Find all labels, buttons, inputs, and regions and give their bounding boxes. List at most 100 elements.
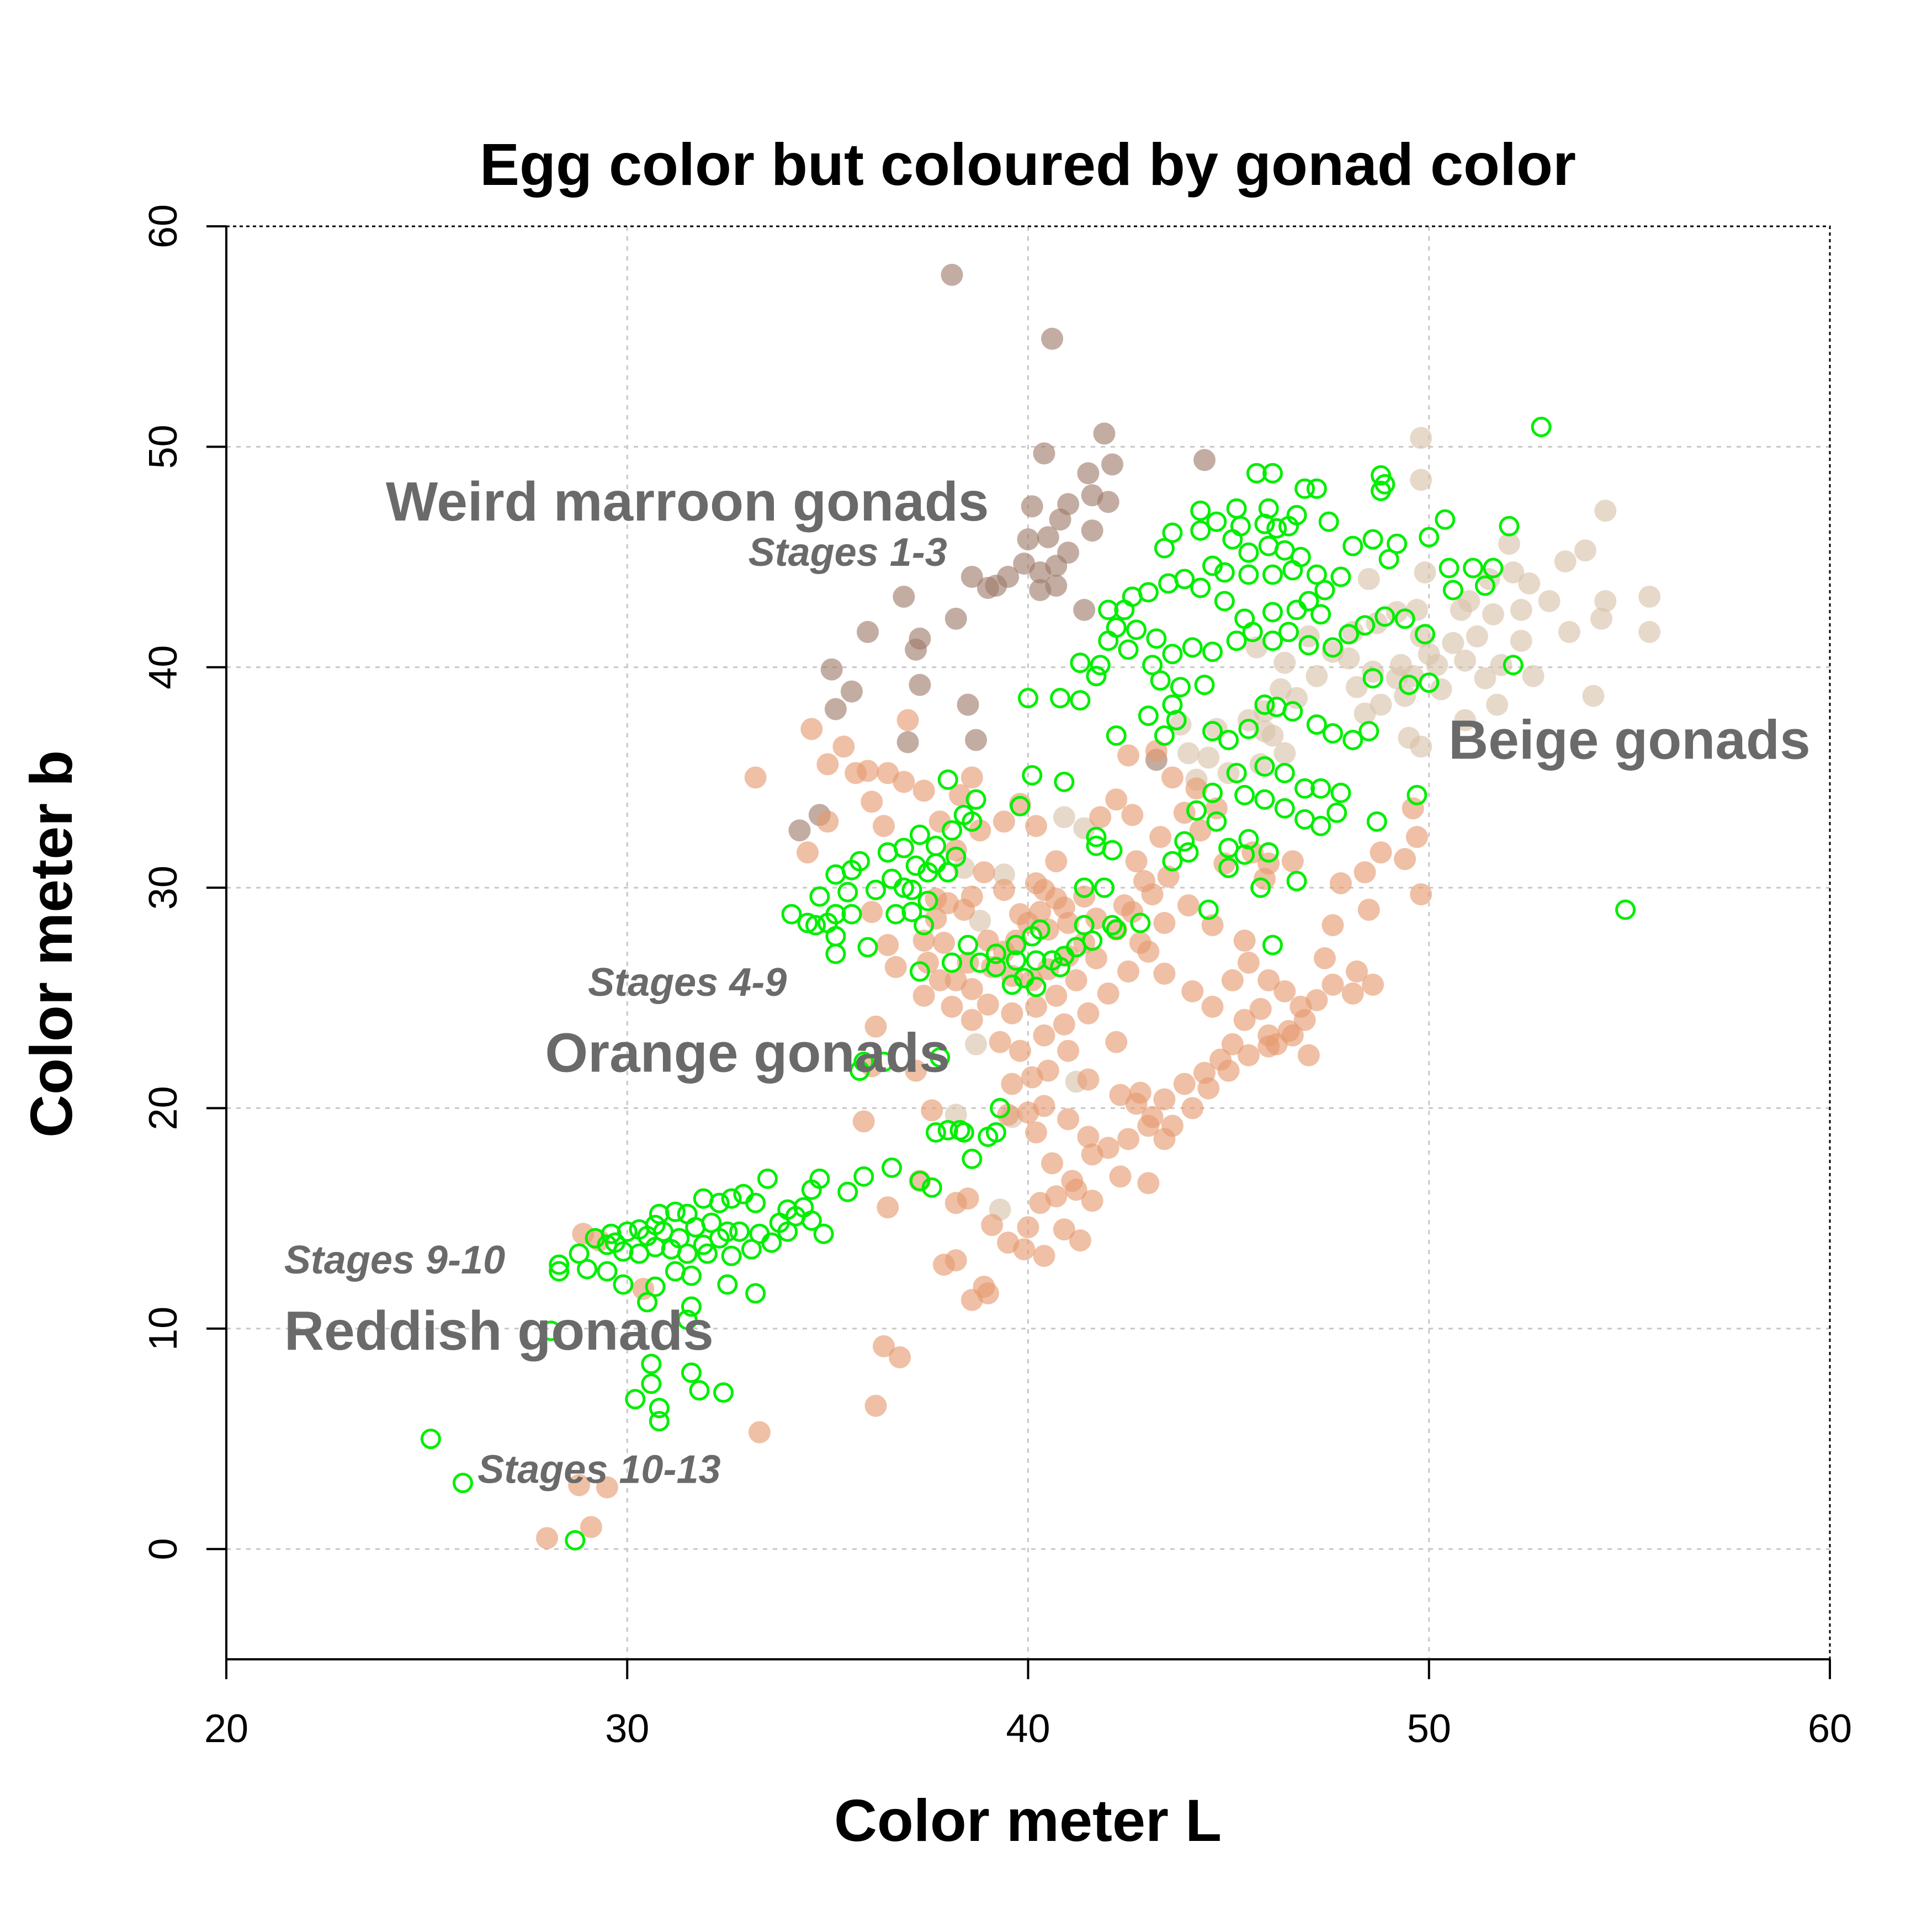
point-green_outline-210 (853, 1166, 874, 1187)
point-orange-157 (1109, 1084, 1132, 1106)
point-beige-53 (1398, 726, 1420, 749)
point-beige-32 (1430, 678, 1452, 700)
point-green_outline-193 (901, 901, 922, 922)
point-green_outline-47 (1262, 630, 1283, 651)
point-beige-21 (1442, 631, 1464, 654)
point-orange-172 (1109, 1165, 1132, 1188)
point-orange-91 (1177, 894, 1199, 917)
point-orange-4 (912, 779, 935, 802)
point-green_outline-252 (641, 1373, 662, 1394)
point-orange-203 (568, 1474, 591, 1496)
point-green_outline-158 (809, 886, 830, 907)
point-green_outline-237 (645, 1276, 666, 1297)
point-green_outline-204 (953, 1122, 974, 1143)
point-beige-73 (969, 910, 991, 932)
point-green_outline-191 (942, 952, 963, 973)
point-orange-79 (1185, 777, 1208, 800)
point-orange-27 (1057, 912, 1080, 935)
point-orange-44 (976, 993, 999, 1016)
point-green_outline-262 (565, 1530, 586, 1551)
point-orange-189 (852, 1110, 875, 1133)
point-green_outline-3 (1294, 478, 1315, 499)
point-green_outline-19 (1238, 542, 1259, 563)
point-beige-15 (1638, 585, 1661, 608)
point-green_outline-250 (677, 1309, 698, 1330)
point-green_outline-30 (1286, 599, 1307, 620)
point-green_outline-123 (1258, 842, 1279, 863)
point-green_outline-142 (942, 820, 963, 841)
point-orange-104 (1321, 973, 1344, 996)
point-orange-136 (1410, 883, 1432, 906)
y-tick-label-0: 0 (141, 1538, 185, 1560)
point-green_outline-1 (1246, 463, 1267, 484)
point-green_outline-49 (1298, 635, 1319, 656)
point-marroon-20 (960, 566, 983, 588)
point-green_outline-63 (1435, 509, 1456, 530)
point-green_outline-186 (969, 952, 990, 973)
point-green_outline-282 (1290, 546, 1311, 567)
point-beige-28 (1454, 649, 1477, 672)
point-orange-103 (1305, 989, 1328, 1011)
point-orange-39 (1085, 947, 1107, 969)
point-green_outline-151 (937, 862, 958, 883)
point-orange-55 (925, 907, 947, 930)
point-orange-185 (864, 1394, 887, 1417)
point-green_outline-274 (785, 1206, 806, 1227)
point-green_outline-111 (1202, 782, 1223, 803)
point-green_outline-246 (813, 1223, 834, 1244)
point-green_outline-206 (925, 1122, 946, 1143)
point-orange-121 (1181, 1097, 1204, 1119)
point-green_outline-205 (962, 1148, 983, 1169)
annotation-reddish: Reddish gonads (284, 1300, 714, 1362)
point-green_outline-147 (946, 846, 967, 867)
point-green_outline-2 (1262, 463, 1283, 484)
point-green_outline-85 (1322, 723, 1343, 744)
point-beige-5 (1498, 533, 1520, 555)
point-green_outline-127 (1198, 899, 1219, 920)
point-beige-64 (1273, 651, 1296, 674)
point-orange-158 (1081, 1143, 1103, 1166)
point-green_outline-21 (1202, 555, 1223, 576)
point-orange-140 (1121, 901, 1144, 923)
point-green_outline-78 (1202, 721, 1223, 742)
point-green_outline-271 (729, 1221, 750, 1242)
point-orange-145 (1021, 1066, 1043, 1089)
point-orange-155 (1153, 1128, 1176, 1150)
point-green_outline-46 (1242, 622, 1263, 643)
point-orange-149 (1033, 1095, 1055, 1117)
point-beige-55 (1582, 684, 1605, 707)
point-orange-67 (1117, 960, 1140, 983)
point-green_outline-62 (1499, 516, 1520, 537)
point-green_outline-277 (637, 1225, 658, 1246)
point-green_outline-290 (1615, 899, 1636, 920)
point-green_outline-192 (914, 915, 935, 936)
point-orange-107 (1346, 960, 1368, 983)
point-green_outline-160 (841, 904, 862, 925)
point-green_outline-195 (873, 1052, 894, 1073)
point-orange-199 (884, 956, 907, 978)
point-green_outline-171 (893, 877, 914, 898)
point-green_outline-40 (1126, 619, 1147, 640)
point-green_outline-235 (613, 1274, 634, 1295)
point-green_outline-261 (452, 1472, 473, 1493)
point-green_outline-88 (1398, 675, 1419, 696)
point-orange-117 (1173, 1073, 1196, 1095)
point-green_outline-239 (681, 1265, 702, 1286)
point-beige-23 (1410, 625, 1432, 647)
point-orange-150 (1057, 1108, 1080, 1130)
point-orange-123 (1217, 1059, 1240, 1082)
point-green_outline-169 (901, 879, 922, 900)
point-green_outline-283 (1310, 604, 1331, 625)
point-orange-77 (1189, 819, 1212, 842)
point-orange-42 (1025, 995, 1048, 1018)
point-orange-65 (1077, 1002, 1100, 1025)
point-orange-191 (921, 1099, 943, 1122)
point-marroon-33 (824, 698, 847, 720)
point-orange-94 (1153, 962, 1176, 985)
point-green_outline-181 (1074, 915, 1095, 936)
point-marroon-11 (1049, 508, 1071, 531)
point-green_outline-90 (1086, 666, 1107, 687)
point-marroon-12 (1081, 519, 1103, 542)
point-beige-51 (1205, 718, 1228, 740)
